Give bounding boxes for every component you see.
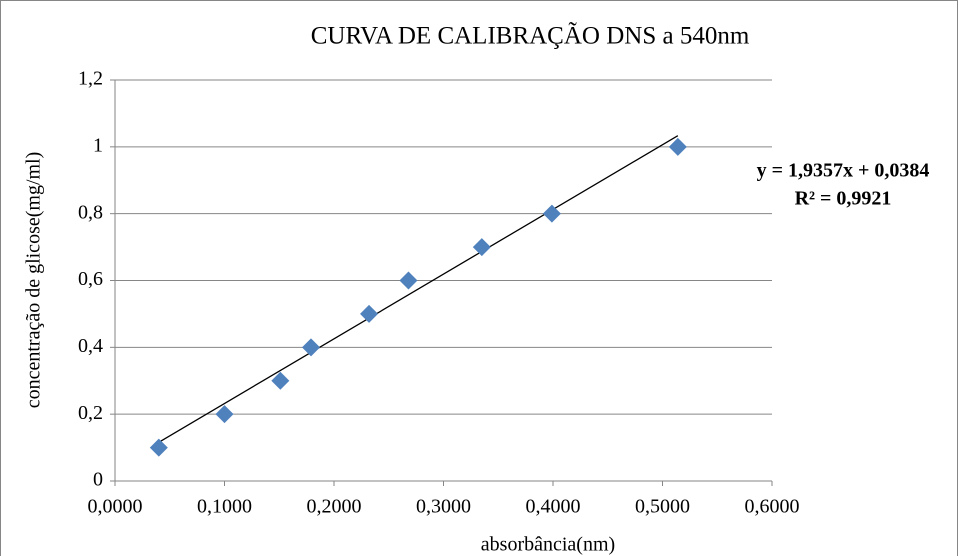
trend-equation: y = 1,9357x + 0,0384 [757, 160, 930, 182]
x-tick-label: 0,5000 [635, 496, 690, 518]
point [399, 271, 418, 290]
point [542, 204, 561, 223]
trend-r2: R² = 0,9921 [795, 188, 892, 210]
y-tick-label: 1,2 [78, 68, 103, 90]
y-tick-label: 0,4 [78, 335, 103, 357]
point [215, 405, 234, 424]
x-tick-label: 0,2000 [307, 496, 362, 518]
point [472, 238, 491, 257]
y-tick-label: 0,8 [78, 201, 103, 223]
point [302, 338, 321, 357]
y-tick-label: 0,2 [78, 402, 103, 424]
x-tick-label: 0,1000 [197, 496, 252, 518]
y-tick-label: 0 [93, 469, 103, 491]
point [668, 137, 687, 156]
x-tick-label: 0,6000 [745, 496, 800, 518]
y-tick-label: 0,6 [78, 268, 103, 290]
x-axis-label: absorbância(nm) [481, 534, 615, 556]
chart-title: CURVA DE CALIBRAÇÃO DNS a 540nm [311, 22, 750, 50]
x-tick-label: 0,0000 [88, 496, 143, 518]
point [360, 304, 379, 323]
trendline [158, 135, 679, 443]
point [271, 371, 290, 390]
y-axis-label: concentração de glicose(mg/ml) [23, 152, 45, 409]
y-tick-label: 1 [93, 134, 103, 156]
point [149, 438, 168, 457]
x-tick-label: 0,4000 [526, 496, 581, 518]
x-tick-label: 0,3000 [416, 496, 471, 518]
